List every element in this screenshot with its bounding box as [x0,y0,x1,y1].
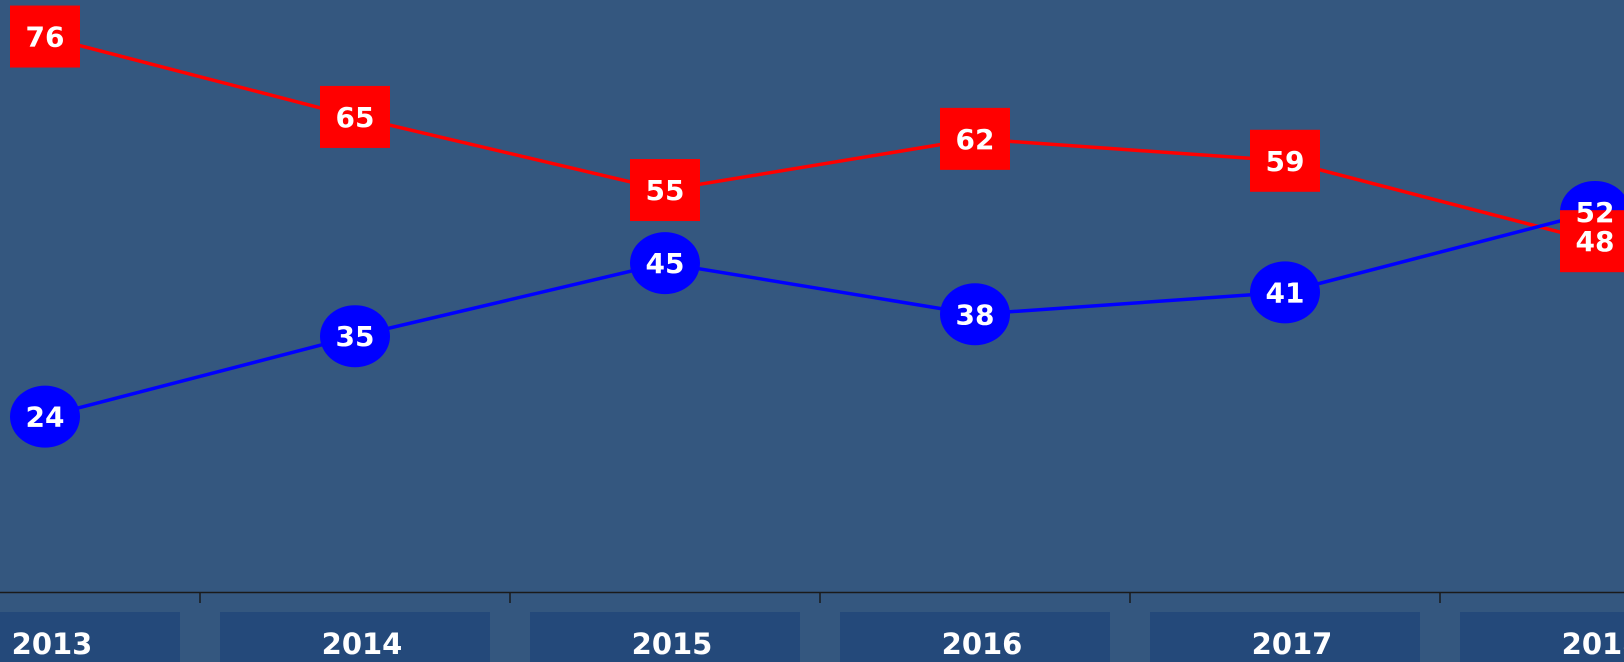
marker [940,283,1010,346]
marker [320,305,390,368]
data-label: 41 [1266,276,1305,309]
x-label-box [0,612,180,662]
data-label: 35 [336,320,375,353]
marker [10,385,80,448]
data-label: 65 [336,101,375,134]
data-label: 55 [646,174,685,207]
x-tick-label: 2014 [322,627,403,661]
data-label: 62 [956,123,995,156]
data-label: 45 [646,247,685,280]
marker [630,232,700,295]
series-line [44,34,1596,243]
marker [10,5,80,68]
x-label-box [840,612,1110,662]
data-label: 52 [1576,196,1615,229]
marker [940,107,1010,170]
x-label-box [220,612,490,662]
data-label: 76 [26,21,65,54]
x-label-box [1460,612,1624,662]
marker [1560,210,1624,273]
x-tick-label: 2017 [1252,627,1333,661]
marker [320,85,390,148]
marker [1250,129,1320,192]
marker [1250,261,1320,324]
data-label: 38 [956,298,995,331]
marker [630,159,700,222]
x-tick-label: 2015 [632,627,713,661]
data-label: 24 [26,401,65,434]
data-label: 48 [1576,225,1615,258]
x-tick-label: 2018 [1562,627,1624,661]
x-label-box [530,612,800,662]
x-tick-label: 2013 [12,627,93,661]
x-label-box [1150,612,1420,662]
data-label: 59 [1266,145,1305,178]
series-line [44,210,1596,419]
x-tick-label: 2016 [942,627,1023,661]
